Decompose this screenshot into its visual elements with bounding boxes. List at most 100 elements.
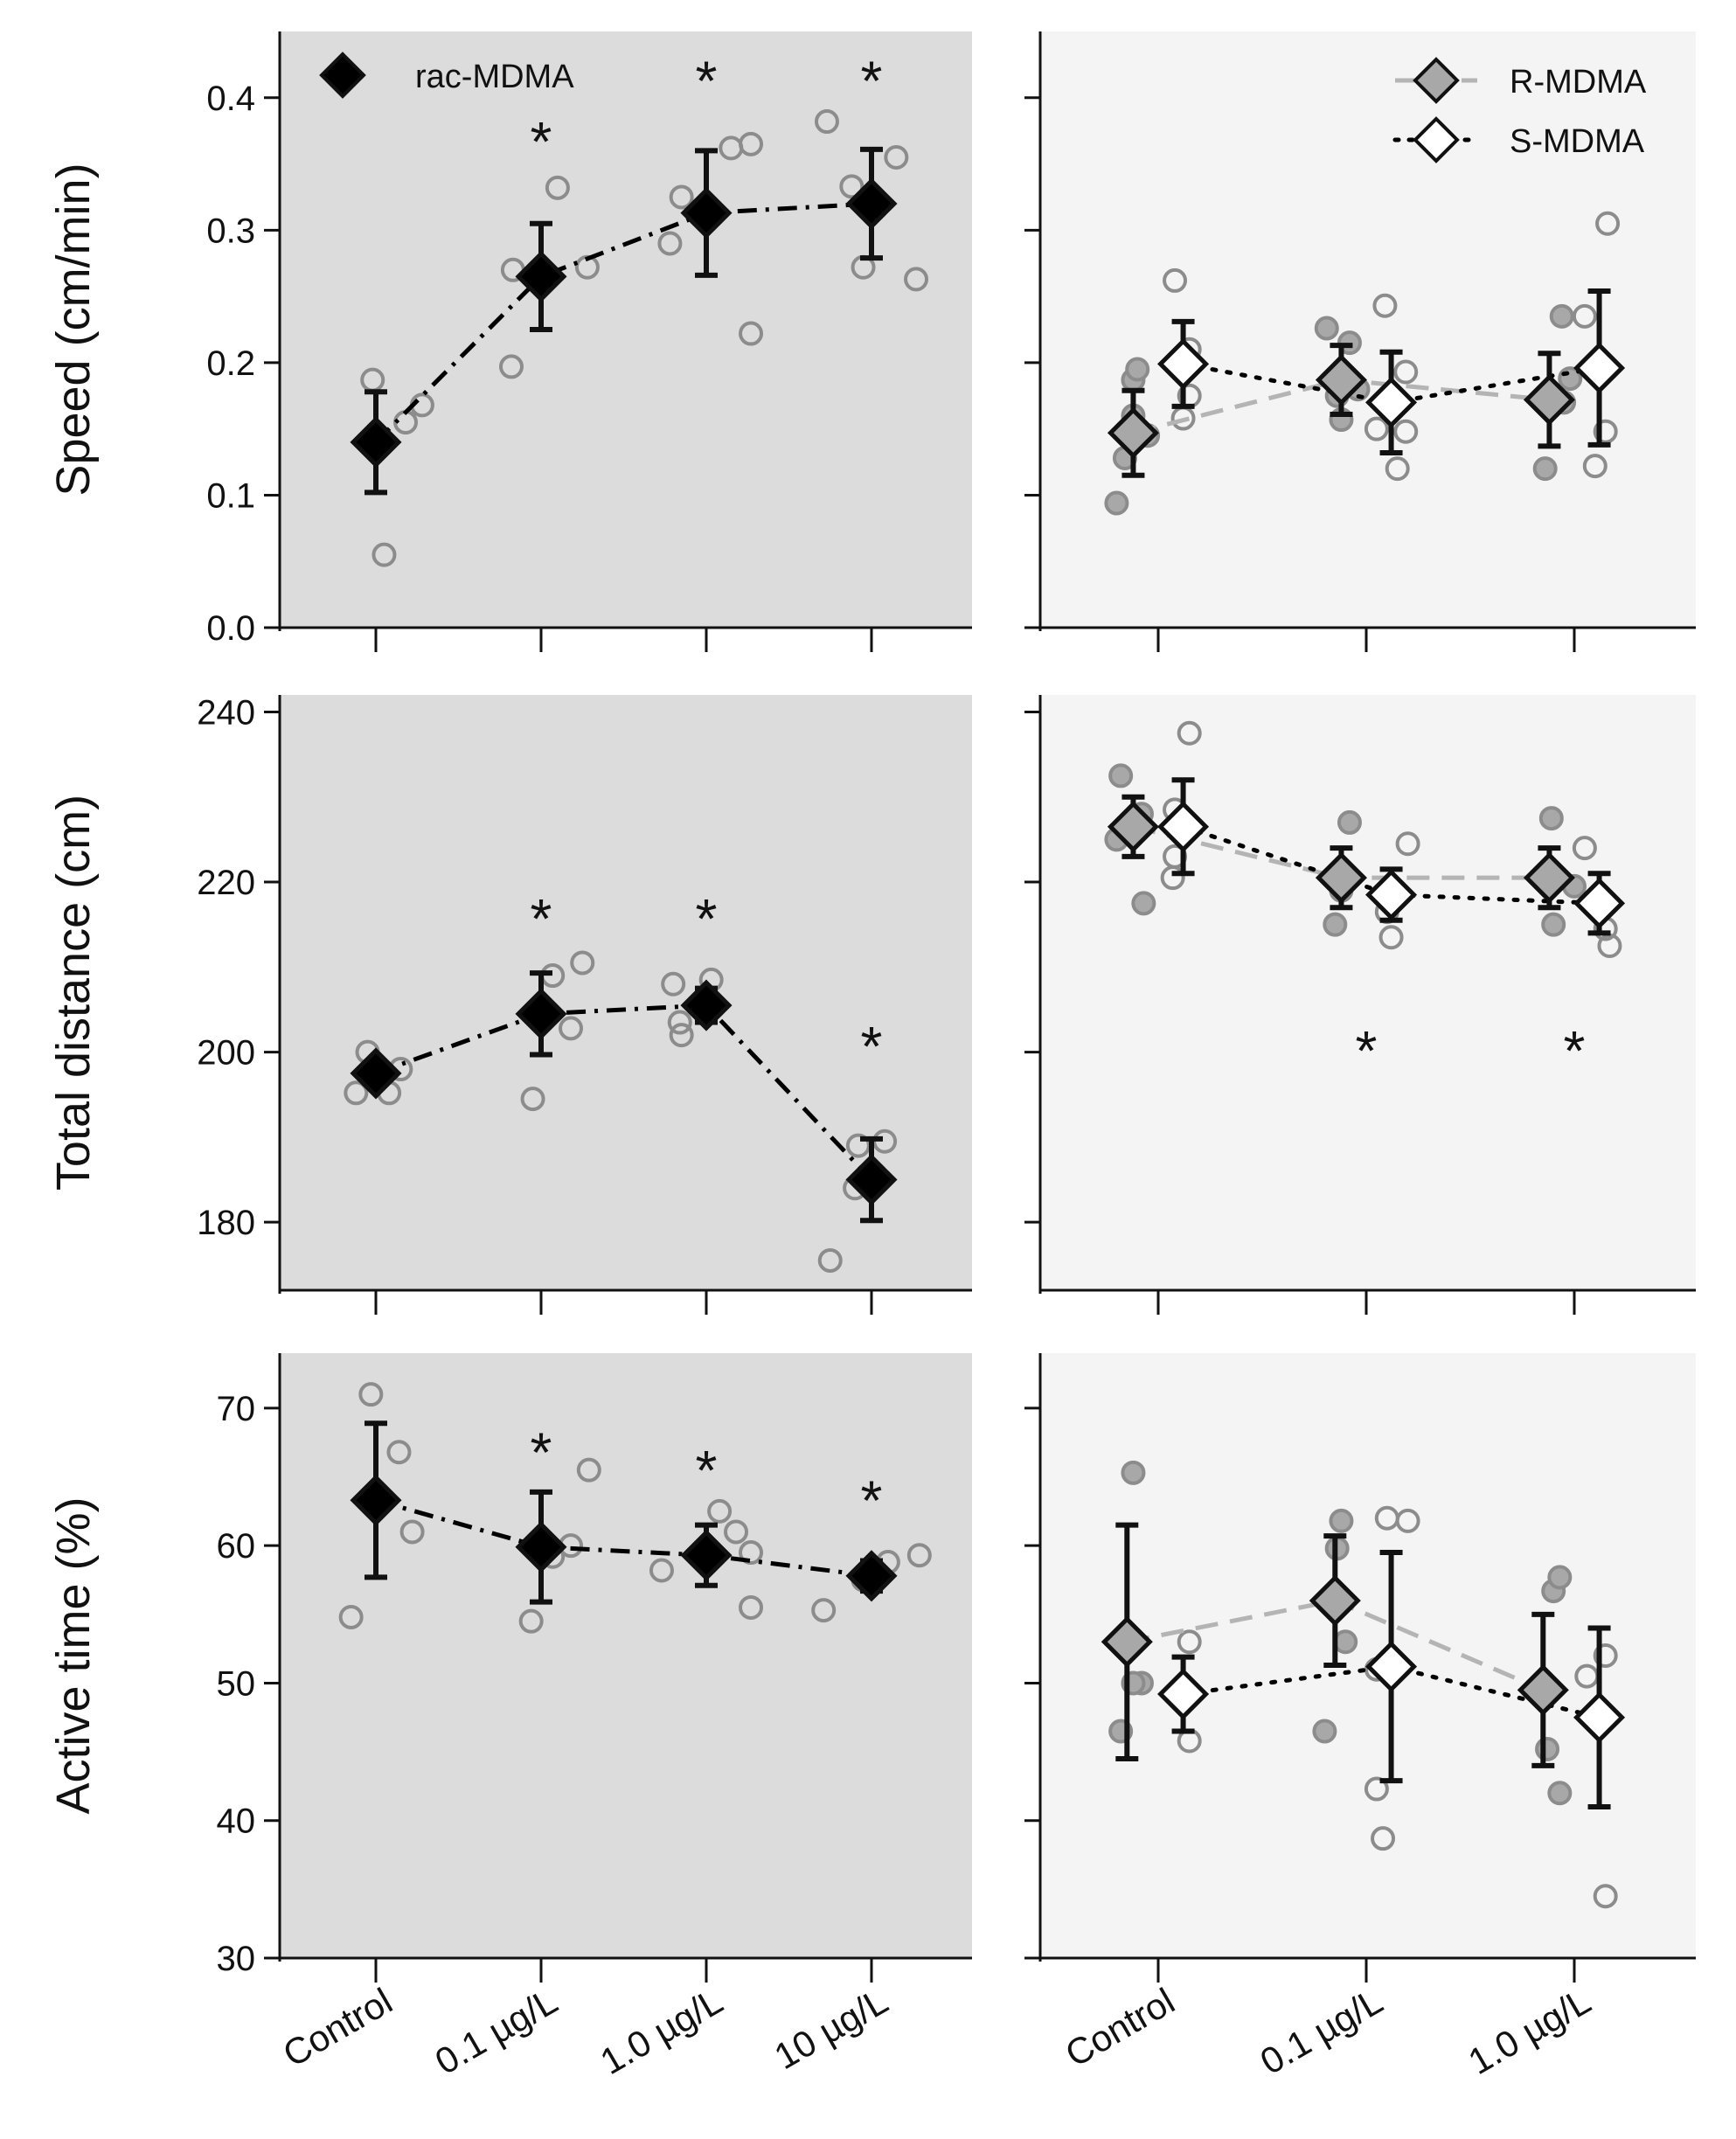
data-point — [518, 1608, 544, 1634]
y-tick-label: 30 — [217, 1940, 256, 1978]
data-point — [1177, 1629, 1202, 1655]
legend-marker-S-MDMA — [1413, 116, 1460, 163]
panel-speed-left: 0.0 0.1 0.2 0.3 0.4 Speed (cm/min) * * * rac-MDMA — [47, 31, 972, 652]
data-point — [520, 1087, 545, 1112]
data-point — [386, 1440, 412, 1465]
x-tick-label: 0.1 µg/L — [1253, 1980, 1390, 2082]
data-point — [1572, 836, 1597, 861]
data-point — [1541, 912, 1566, 937]
data-point — [817, 1247, 843, 1273]
legend-label: S-MDMA — [1510, 123, 1645, 160]
data-point — [1393, 419, 1419, 444]
significance-star: * — [696, 1439, 718, 1502]
mean-marker-S-MDMA — [1573, 877, 1626, 929]
plot-background — [1040, 31, 1696, 628]
significance-star: * — [531, 110, 552, 173]
data-point — [1593, 1884, 1618, 1909]
mean-marker-rac-MDMA — [845, 1153, 898, 1206]
y-tick-label: 70 — [217, 1390, 256, 1428]
data-point — [811, 1598, 837, 1623]
mean-marker-rac-MDMA — [515, 250, 567, 302]
data-point — [338, 1604, 364, 1629]
significance-star: * — [861, 49, 883, 112]
x-tick-label: 10 µg/L — [767, 1980, 895, 2077]
data-point — [1163, 267, 1188, 293]
mean-marker-R-MDMA — [1523, 373, 1575, 426]
data-point — [1337, 809, 1362, 835]
data-point — [724, 1519, 749, 1545]
data-point — [1582, 454, 1608, 479]
data-point — [570, 950, 595, 976]
data-point — [372, 542, 397, 567]
data-point — [1104, 490, 1129, 516]
mean-marker-rac-MDMA — [350, 416, 402, 469]
data-point — [1593, 1643, 1618, 1668]
y-axis-label: Total distance (cm) — [47, 795, 100, 1191]
data-point — [399, 1519, 425, 1545]
mean-marker-S-MDMA — [1365, 376, 1418, 428]
data-point — [739, 1594, 764, 1620]
data-point — [344, 1080, 369, 1106]
mean-marker-S-MDMA — [1573, 1691, 1626, 1744]
y-tick-label: 0.3 — [206, 212, 255, 250]
data-point — [1131, 891, 1156, 916]
data-point — [1535, 1736, 1560, 1761]
data-point — [669, 184, 694, 210]
mean-marker-S-MDMA — [1157, 1668, 1210, 1720]
mean-marker-rac-MDMA — [845, 1550, 898, 1602]
data-point — [1121, 1460, 1146, 1485]
data-point — [1572, 303, 1597, 329]
y-tick-label: 220 — [197, 864, 255, 902]
data-point — [649, 1558, 674, 1583]
data-point — [1312, 1719, 1337, 1744]
legend-marker-R-MDMA — [1413, 57, 1460, 104]
significance-star: * — [696, 49, 718, 112]
data-point — [1314, 316, 1339, 341]
data-point — [739, 321, 764, 346]
y-tick-label: 240 — [197, 693, 255, 732]
plot-background — [280, 31, 972, 628]
data-point — [1385, 456, 1410, 482]
significance-star: * — [696, 887, 718, 950]
mean-marker-R-MDMA — [1107, 801, 1159, 853]
data-point — [576, 1457, 601, 1483]
x-tick-label: Control — [1059, 1980, 1182, 2074]
panel-active-left: 30 40 50 60 70 Control 0.1 µg/L 1.0 µg/L 10 µg/L… — [47, 1353, 972, 2082]
data-point — [1595, 211, 1621, 236]
y-tick-label: 200 — [197, 1034, 255, 1073]
data-point — [1395, 1508, 1420, 1533]
data-point — [1108, 763, 1134, 788]
y-tick-label: 50 — [217, 1664, 256, 1703]
mean-marker-rac-MDMA — [515, 988, 567, 1040]
data-point — [545, 175, 570, 200]
mean-marker-R-MDMA — [1309, 1574, 1361, 1627]
data-point — [1364, 416, 1389, 441]
data-point — [669, 1023, 694, 1048]
data-point — [657, 231, 683, 256]
series-line-S-MDMA — [1181, 824, 1602, 906]
y-tick-label: 0.4 — [206, 80, 255, 118]
mean-marker-rac-MDMA — [350, 1474, 402, 1526]
y-tick-label: 180 — [197, 1204, 255, 1242]
x-tick-label: 0.1 µg/L — [428, 1980, 565, 2082]
data-point — [707, 1498, 733, 1524]
plot-background — [1040, 1353, 1696, 1958]
data-point — [884, 144, 909, 170]
y-tick-label: 0.1 — [206, 476, 255, 515]
mean-marker-S-MDMA — [1157, 337, 1210, 390]
plot-background — [280, 695, 972, 1290]
panel-speed-right: R-MDMA S-MDMA — [1024, 31, 1696, 652]
data-point — [661, 971, 686, 997]
x-tick-label: 1.0 µg/L — [594, 1980, 730, 2082]
mean-marker-rac-MDMA — [350, 1047, 402, 1100]
mean-marker-R-MDMA — [1523, 851, 1575, 904]
data-point — [1177, 720, 1202, 746]
data-point — [906, 1543, 932, 1568]
mean-marker-S-MDMA — [1157, 801, 1210, 853]
data-point — [1372, 293, 1398, 318]
y-axis-label: Active time (%) — [47, 1497, 100, 1814]
data-point — [739, 131, 764, 156]
y-axis-label: Speed (cm/min) — [47, 163, 100, 496]
data-point — [498, 354, 524, 379]
mean-marker-R-MDMA — [1315, 851, 1367, 904]
